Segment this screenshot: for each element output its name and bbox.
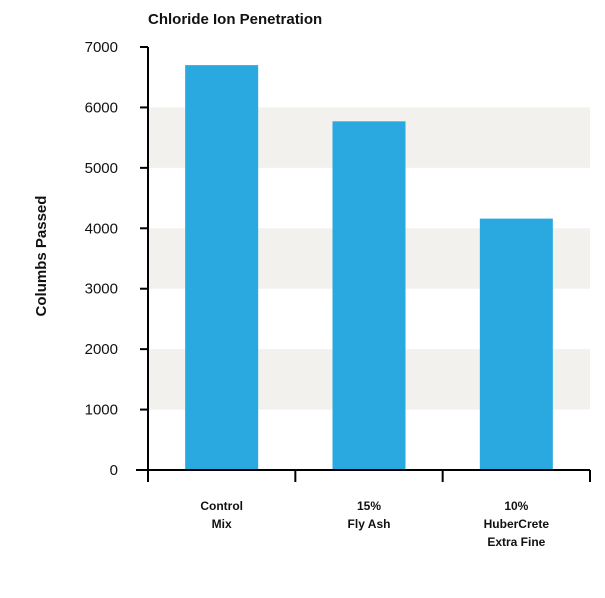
chart-title: Chloride Ion Penetration	[148, 11, 322, 28]
y-tick-label: 0	[110, 462, 118, 479]
y-tick-label: 6000	[85, 99, 118, 116]
y-tick-label: 5000	[85, 160, 118, 177]
bar	[332, 121, 406, 470]
x-tick-label: Control Mix	[200, 499, 243, 531]
x-tick-label: 15% Fly Ash	[348, 499, 391, 531]
x-tick-label: 10% HuberCrete Extra Fine	[484, 499, 550, 549]
bar	[185, 65, 259, 470]
y-tick-label: 2000	[85, 341, 118, 358]
y-tick-label: 1000	[85, 402, 118, 419]
y-tick-label: 7000	[85, 39, 118, 56]
y-axis-label: Columbs Passed	[33, 196, 50, 317]
bar	[479, 218, 553, 470]
x-axis-ticks: Control Mix 15% Fly Ash 10% HuberCrete Extra F…	[200, 470, 591, 549]
y-tick-label: 3000	[85, 281, 118, 298]
y-tick-label: 4000	[85, 220, 118, 237]
y-axis-ticks: 0 1000 2000 3000 4000 5000 6000 7000	[85, 39, 148, 479]
bars	[185, 65, 553, 470]
